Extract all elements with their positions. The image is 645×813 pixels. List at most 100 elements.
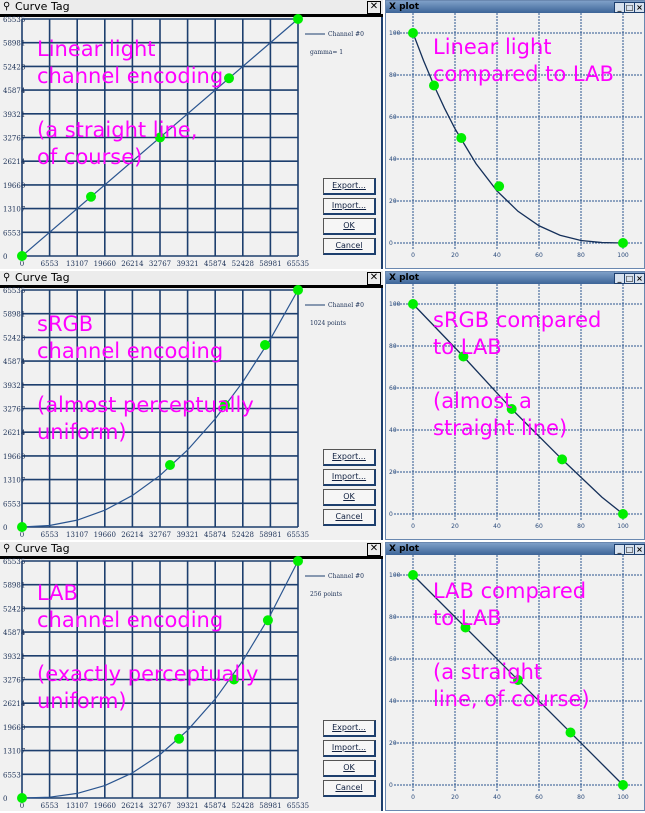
title-bar[interactable]: X plot _ □ × [386,272,645,284]
title-bar[interactable]: X plot _ □ × [386,1,645,13]
curve-tag-window: ⚲ Curve Tag ✕ 0 0 6553 6553 13107 13107 19660 1966… [0,271,383,540]
close-icon[interactable]: ✕ [367,543,381,556]
x-tick-label: 20 [451,523,459,530]
y-tick-label: 65535 [3,558,25,566]
y-tick-label: 0 [389,240,393,247]
y-tick-label: 0 [389,782,393,789]
cancel-button[interactable]: Cancel [323,238,376,255]
y-tick-label: 65535 [3,16,25,24]
curve-point[interactable] [293,285,303,295]
y-tick-label: 26214 [3,158,26,166]
title-bar[interactable]: X plot _ □ × [386,543,645,555]
x-tick-label: 6553 [41,802,59,810]
y-tick-label: 13107 [3,748,25,756]
comparison-chart: 0 0 20 20 40 40 60 60 80 80 100 100 [389,284,642,530]
export-button[interactable]: Export... [323,178,376,195]
curve-point[interactable] [293,14,303,24]
x-tick-label: 45874 [204,802,227,810]
data-point [513,675,523,685]
curve-line [412,32,624,244]
curve-point[interactable] [293,556,303,566]
data-point [618,780,628,790]
close-icon[interactable]: ✕ [367,272,381,285]
y-tick-label: 19660 [3,453,25,461]
window-title: Curve Tag [15,542,70,555]
x-tick-label: 65535 [287,531,309,539]
curve-point[interactable] [260,339,271,350]
y-tick-label: 52428 [3,605,25,613]
y-tick-label: 13107 [3,206,25,214]
y-tick-label: 100 [389,30,401,37]
ok-button[interactable]: OK [323,489,376,506]
curve-chart: 0 0 6553 6553 13107 13107 19660 19660 26214 26214… [3,14,364,268]
x-tick-label: 39321 [176,260,198,268]
x-tick-label: 20 [451,794,459,801]
y-tick-label: 100 [389,572,401,579]
x-tick-label: 0 [411,794,415,801]
curve-tag-window: ⚲ Curve Tag ✕ 0 0 6553 6553 13107 13107 19660 1966… [0,0,383,269]
curve-point[interactable] [219,399,230,410]
curve-point[interactable] [164,459,175,470]
cancel-button[interactable]: Cancel [323,780,376,797]
export-button[interactable]: Export... [323,720,376,737]
data-point [618,509,628,519]
data-point [429,80,439,91]
export-button[interactable]: Export... [323,449,376,466]
curve-point[interactable] [17,793,27,803]
data-point [460,622,471,633]
x-tick-label: 58981 [259,260,281,268]
window-title: X plot [389,544,420,554]
window-title: X plot [389,2,420,12]
import-button[interactable]: Import... [323,469,376,486]
y-tick-label: 6553 [3,500,21,508]
y-tick-label: 0 [3,253,7,261]
ok-button[interactable]: OK [323,760,376,777]
ok-button[interactable]: OK [323,218,376,235]
pin-icon[interactable]: ⚲ [3,272,11,283]
curve-point[interactable] [86,191,97,202]
y-tick-label: 0 [3,795,7,803]
close-icon[interactable]: ✕ [367,1,381,14]
curve-point[interactable] [174,733,185,744]
title-bar[interactable]: ⚲ Curve Tag ✕ [0,271,383,288]
curve-point[interactable] [262,615,273,626]
x-tick-label: 58981 [259,531,281,539]
y-tick-label: 45874 [3,358,26,366]
x-tick-label: 65535 [287,802,309,810]
y-tick-label: 80 [389,614,397,621]
y-tick-label: 45874 [3,629,26,637]
data-point [458,351,469,362]
x-tick-label: 13107 [66,260,88,268]
curve-point[interactable] [17,251,27,261]
title-bar[interactable]: ⚲ Curve Tag ✕ [0,0,383,17]
x-tick-label: 40 [493,252,501,259]
y-tick-label: 6553 [3,771,21,779]
legend-series-label: Channel #0 [328,31,364,38]
y-tick-label: 80 [389,72,397,79]
x-tick-label: 65535 [287,260,309,268]
curve-point[interactable] [17,522,27,532]
import-button[interactable]: Import... [323,740,376,757]
x-tick-label: 26214 [121,531,144,539]
x-tick-label: 40 [493,523,501,530]
y-tick-label: 60 [389,656,397,663]
legend-series-label: Channel #0 [328,573,364,580]
title-bar[interactable]: ⚲ Curve Tag ✕ [0,542,383,559]
import-button[interactable]: Import... [323,198,376,215]
curve-point[interactable] [155,132,166,143]
curve-point[interactable] [224,73,235,84]
pin-icon[interactable]: ⚲ [3,1,11,12]
y-tick-label: 0 [3,524,7,532]
y-tick-label: 39321 [3,111,25,119]
cancel-button[interactable]: Cancel [323,509,376,526]
y-tick-label: 32767 [3,406,25,414]
y-tick-label: 58981 [3,311,25,319]
data-point [456,133,467,143]
pin-icon[interactable]: ⚲ [3,543,11,554]
x-tick-label: 26214 [121,260,144,268]
x-tick-label: 13107 [66,531,88,539]
x-tick-label: 0 [411,523,415,530]
curve-point[interactable] [228,674,239,685]
x-tick-label: 100 [617,252,629,259]
y-tick-label: 32767 [3,135,25,143]
